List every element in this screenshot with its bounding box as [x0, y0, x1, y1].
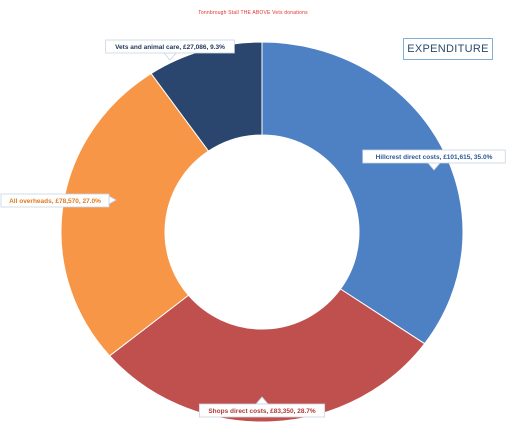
data-label-2: Shops direct costs, £83,350, 28.7% [198, 396, 326, 418]
donut-slice-3 [60, 72, 210, 357]
data-label-box-2 [198, 403, 326, 418]
data-label-text-2: Shops direct costs, £83,350, 28.7% [208, 408, 316, 415]
data-label-text-1: Hillcrest direct costs, £101,615, 35.0% [376, 154, 493, 161]
data-label-1: Hillcrest direct costs, £101,615, 35.0% [362, 149, 506, 171]
data-label-pointer-4 [163, 52, 177, 61]
data-label-text-3: All overheads, £78,570, 27.0% [9, 198, 101, 205]
chart-top-caption: Tonnbrough Stall THE ABOVE Vets donation… [198, 10, 308, 16]
data-label-3: All overheads, £78,570, 27.0% [0, 193, 117, 208]
data-label-4: Vets and animal care, £27,086, 9.3% [105, 39, 235, 61]
data-label-box-4 [105, 39, 235, 54]
data-label-text-4: Vets and animal care, £27,086, 9.3% [115, 44, 225, 51]
data-label-box-3 [0, 193, 110, 208]
legend-expenditure: EXPENDITURE [403, 38, 493, 60]
donut-slice-1 [261, 41, 464, 345]
donut-slice-2 [108, 288, 426, 423]
donut-slice-4 [150, 41, 263, 152]
data-label-box-1 [362, 149, 506, 164]
